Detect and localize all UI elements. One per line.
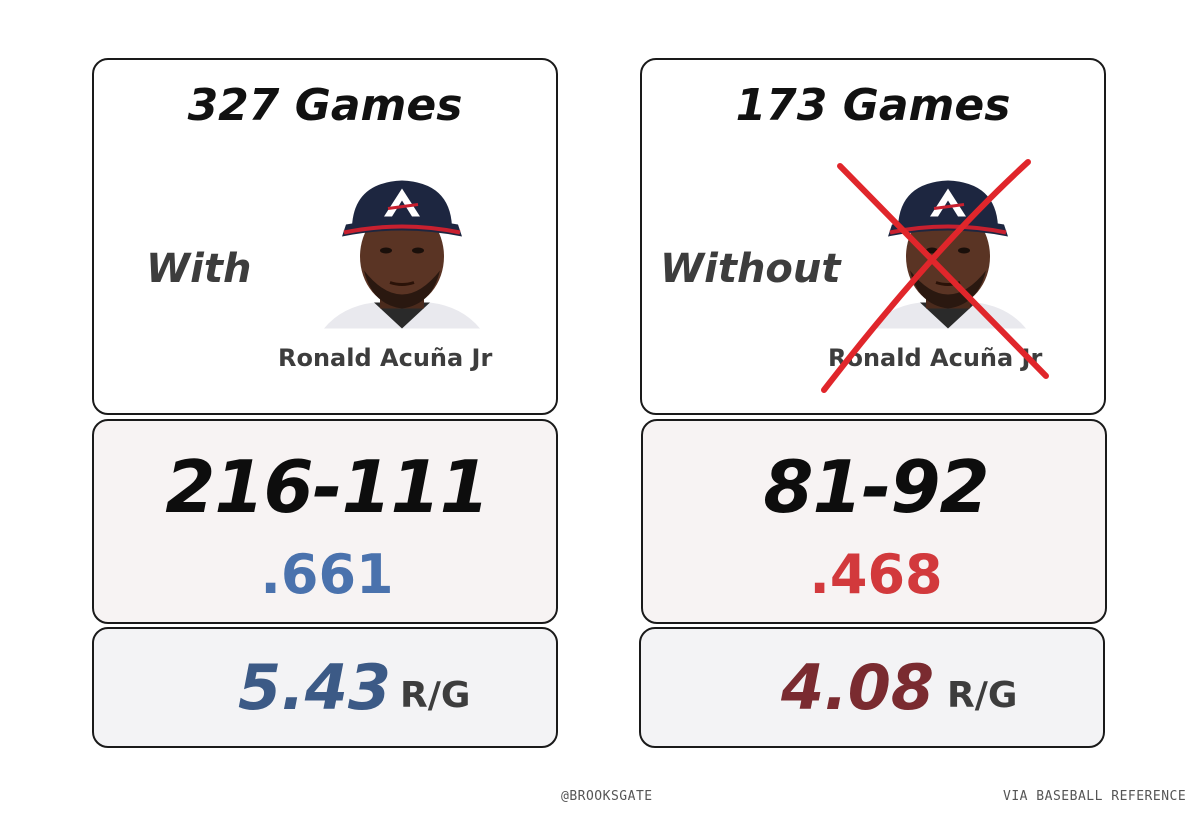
without-win-pct: .468: [809, 543, 943, 606]
with-runs-per-game: 5.43: [238, 651, 391, 724]
player-headshot: [322, 178, 482, 331]
with-games-count: 327 Games: [187, 80, 463, 131]
player-name: Ronald Acuña Jr: [278, 344, 493, 372]
without-runs-card: 4.08 R/G: [639, 627, 1105, 748]
without-games-count: 173 Games: [735, 80, 1011, 131]
with-runs-card: 5.43 R/G: [92, 627, 558, 748]
without-games-card: 173 Games Without Ronald Acuña Jr: [640, 58, 1106, 415]
player-name: Ronald Acuña Jr: [828, 344, 1043, 372]
without-runs-unit: R/G: [947, 675, 1018, 716]
with-record-card: 216-111 .661: [92, 419, 558, 624]
with-games-card: 327 Games With Ronald Acuña Jr: [92, 58, 558, 415]
data-source-credit: VIA BASEBALL REFERENCE: [1003, 789, 1187, 804]
with-record: 216-111: [165, 445, 489, 529]
without-record: 81-92: [763, 445, 989, 529]
with-win-pct: .661: [260, 543, 394, 606]
without-record-card: 81-92 .468: [641, 419, 1107, 624]
without-label: Without: [660, 246, 841, 292]
red-cross-out-mark: [821, 159, 1049, 393]
with-runs-unit: R/G: [400, 675, 471, 716]
author-handle: @BROOKSGATE: [561, 789, 653, 804]
without-runs-per-game: 4.08: [781, 651, 934, 724]
with-label: With: [146, 246, 252, 292]
